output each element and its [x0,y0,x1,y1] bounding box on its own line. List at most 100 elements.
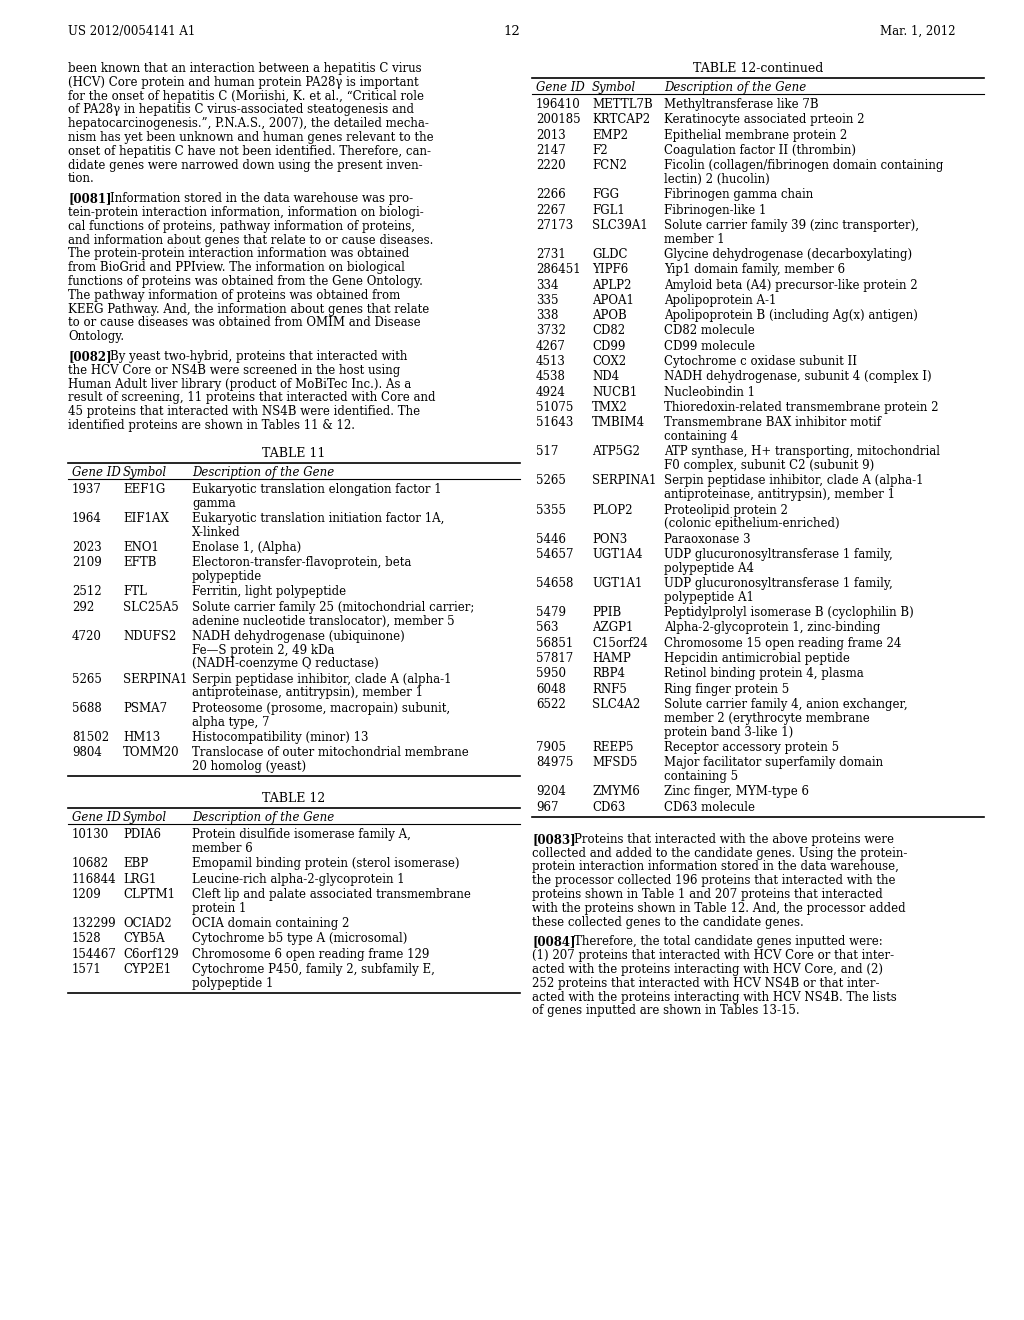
Text: 51643: 51643 [536,416,573,429]
Text: F0 complex, subunit C2 (subunit 9): F0 complex, subunit C2 (subunit 9) [664,459,874,473]
Text: alpha type, 7: alpha type, 7 [193,715,269,729]
Text: EMP2: EMP2 [592,128,628,141]
Text: 5265: 5265 [72,673,101,685]
Text: COX2: COX2 [592,355,626,368]
Text: Protein disulfide isomerase family A,: Protein disulfide isomerase family A, [193,828,411,841]
Text: 9204: 9204 [536,785,566,799]
Text: polypeptide 1: polypeptide 1 [193,977,273,990]
Text: lectin) 2 (hucolin): lectin) 2 (hucolin) [664,173,770,186]
Text: ZMYM6: ZMYM6 [592,785,640,799]
Text: The protein-protein interaction information was obtained: The protein-protein interaction informat… [68,247,410,260]
Text: Eukaryotic translation initiation factor 1A,: Eukaryotic translation initiation factor… [193,512,444,525]
Text: NADH dehydrogenase (ubiquinone): NADH dehydrogenase (ubiquinone) [193,630,404,643]
Text: ATP5G2: ATP5G2 [592,445,640,458]
Text: OCIAD2: OCIAD2 [123,917,172,931]
Text: CYB5A: CYB5A [123,932,165,945]
Text: TOMM20: TOMM20 [123,746,179,759]
Text: 154467: 154467 [72,948,117,961]
Text: Yip1 domain family, member 6: Yip1 domain family, member 6 [664,263,845,276]
Text: Retinol binding protein 4, plasma: Retinol binding protein 4, plasma [664,668,864,680]
Text: 967: 967 [536,801,558,813]
Text: ND4: ND4 [592,371,620,383]
Text: 132299: 132299 [72,917,117,931]
Text: Nucleobindin 1: Nucleobindin 1 [664,385,755,399]
Text: polypeptide A4: polypeptide A4 [664,562,754,574]
Text: Cytochrome P450, family 2, subfamily E,: Cytochrome P450, family 2, subfamily E, [193,964,435,975]
Text: 9804: 9804 [72,746,101,759]
Text: 1528: 1528 [72,932,101,945]
Text: the processor collected 196 proteins that interacted with the: the processor collected 196 proteins tha… [532,874,896,887]
Text: PON3: PON3 [592,533,628,545]
Text: [0081]: [0081] [68,193,112,205]
Text: Symbol: Symbol [123,466,167,479]
Text: 54658: 54658 [536,577,573,590]
Text: 2731: 2731 [536,248,565,261]
Text: METTL7B: METTL7B [592,98,652,111]
Text: member 1: member 1 [664,232,725,246]
Text: 292: 292 [72,601,94,614]
Text: EBP: EBP [123,858,148,870]
Text: C6orf129: C6orf129 [123,948,179,961]
Text: Chromosome 6 open reading frame 129: Chromosome 6 open reading frame 129 [193,948,429,961]
Text: [0083]: [0083] [532,833,575,846]
Text: polypeptide: polypeptide [193,570,262,583]
Text: and information about genes that relate to or cause diseases.: and information about genes that relate … [68,234,433,247]
Text: the HCV Core or NS4B were screened in the host using: the HCV Core or NS4B were screened in th… [68,364,400,376]
Text: HM13: HM13 [123,731,160,744]
Text: PPIB: PPIB [592,606,622,619]
Text: CD63 molecule: CD63 molecule [664,801,755,813]
Text: 45 proteins that interacted with NS4B were identified. The: 45 proteins that interacted with NS4B we… [68,405,420,418]
Text: Electoron-transfer-flavoprotein, beta: Electoron-transfer-flavoprotein, beta [193,556,412,569]
Text: 563: 563 [536,622,558,635]
Text: Eukaryotic translation elongation factor 1: Eukaryotic translation elongation factor… [193,483,441,496]
Text: Cytochrome c oxidase subunit II: Cytochrome c oxidase subunit II [664,355,857,368]
Text: TMBIM4: TMBIM4 [592,416,645,429]
Text: LRG1: LRG1 [123,873,157,886]
Text: (HCV) Core protein and human protein PA28γ is important: (HCV) Core protein and human protein PA2… [68,75,419,88]
Text: Gene ID: Gene ID [536,81,585,94]
Text: 2220: 2220 [536,160,565,172]
Text: TABLE 11: TABLE 11 [262,446,326,459]
Text: PLOP2: PLOP2 [592,504,633,516]
Text: identified proteins are shown in Tables 11 & 12.: identified proteins are shown in Tables … [68,418,355,432]
Text: UDP glucuronosyltransferase 1 family,: UDP glucuronosyltransferase 1 family, [664,548,893,561]
Text: 3732: 3732 [536,325,566,338]
Text: Thioredoxin-related transmembrane protein 2: Thioredoxin-related transmembrane protei… [664,401,939,414]
Text: APOB: APOB [592,309,627,322]
Text: Cytochrome b5 type A (microsomal): Cytochrome b5 type A (microsomal) [193,932,408,945]
Text: 4267: 4267 [536,339,566,352]
Text: with the proteins shown in Table 12. And, the processor added: with the proteins shown in Table 12. And… [532,902,905,915]
Text: containing 5: containing 5 [664,770,738,783]
Text: RBP4: RBP4 [592,668,625,680]
Text: F2: F2 [592,144,607,157]
Text: acted with the proteins interacting with HCV Core, and (2): acted with the proteins interacting with… [532,964,883,975]
Text: 286451: 286451 [536,263,581,276]
Text: 2023: 2023 [72,541,101,554]
Text: 1937: 1937 [72,483,101,496]
Text: 338: 338 [536,309,558,322]
Text: onset of hepatitis C have not been identified. Therefore, can-: onset of hepatitis C have not been ident… [68,145,431,158]
Text: Proteolipid protein 2: Proteolipid protein 2 [664,504,787,516]
Text: Apolipoprotein B (including Ag(x) antigen): Apolipoprotein B (including Ag(x) antige… [664,309,918,322]
Text: Mar. 1, 2012: Mar. 1, 2012 [881,25,956,38]
Text: ENO1: ENO1 [123,541,159,554]
Text: UGT1A1: UGT1A1 [592,577,642,590]
Text: PDIA6: PDIA6 [123,828,161,841]
Text: By yeast two-hybrid, proteins that interacted with: By yeast two-hybrid, proteins that inter… [110,350,408,363]
Text: TABLE 12-continued: TABLE 12-continued [693,62,823,75]
Text: Paraoxonase 3: Paraoxonase 3 [664,533,751,545]
Text: tein-protein interaction information, information on biologi-: tein-protein interaction information, in… [68,206,424,219]
Text: didate genes were narrowed down using the present inven-: didate genes were narrowed down using th… [68,158,423,172]
Text: Epithelial membrane protein 2: Epithelial membrane protein 2 [664,128,847,141]
Text: 10682: 10682 [72,858,110,870]
Text: Hepcidin antimicrobial peptide: Hepcidin antimicrobial peptide [664,652,850,665]
Text: YIPF6: YIPF6 [592,263,629,276]
Text: 335: 335 [536,294,558,306]
Text: EFTB: EFTB [123,556,157,569]
Text: antiproteinase, antitrypsin), member 1: antiproteinase, antitrypsin), member 1 [664,488,895,502]
Text: 6522: 6522 [536,698,565,711]
Text: EIF1AX: EIF1AX [123,512,169,525]
Text: CD82 molecule: CD82 molecule [664,325,755,338]
Text: 5688: 5688 [72,702,101,715]
Text: FCN2: FCN2 [592,160,627,172]
